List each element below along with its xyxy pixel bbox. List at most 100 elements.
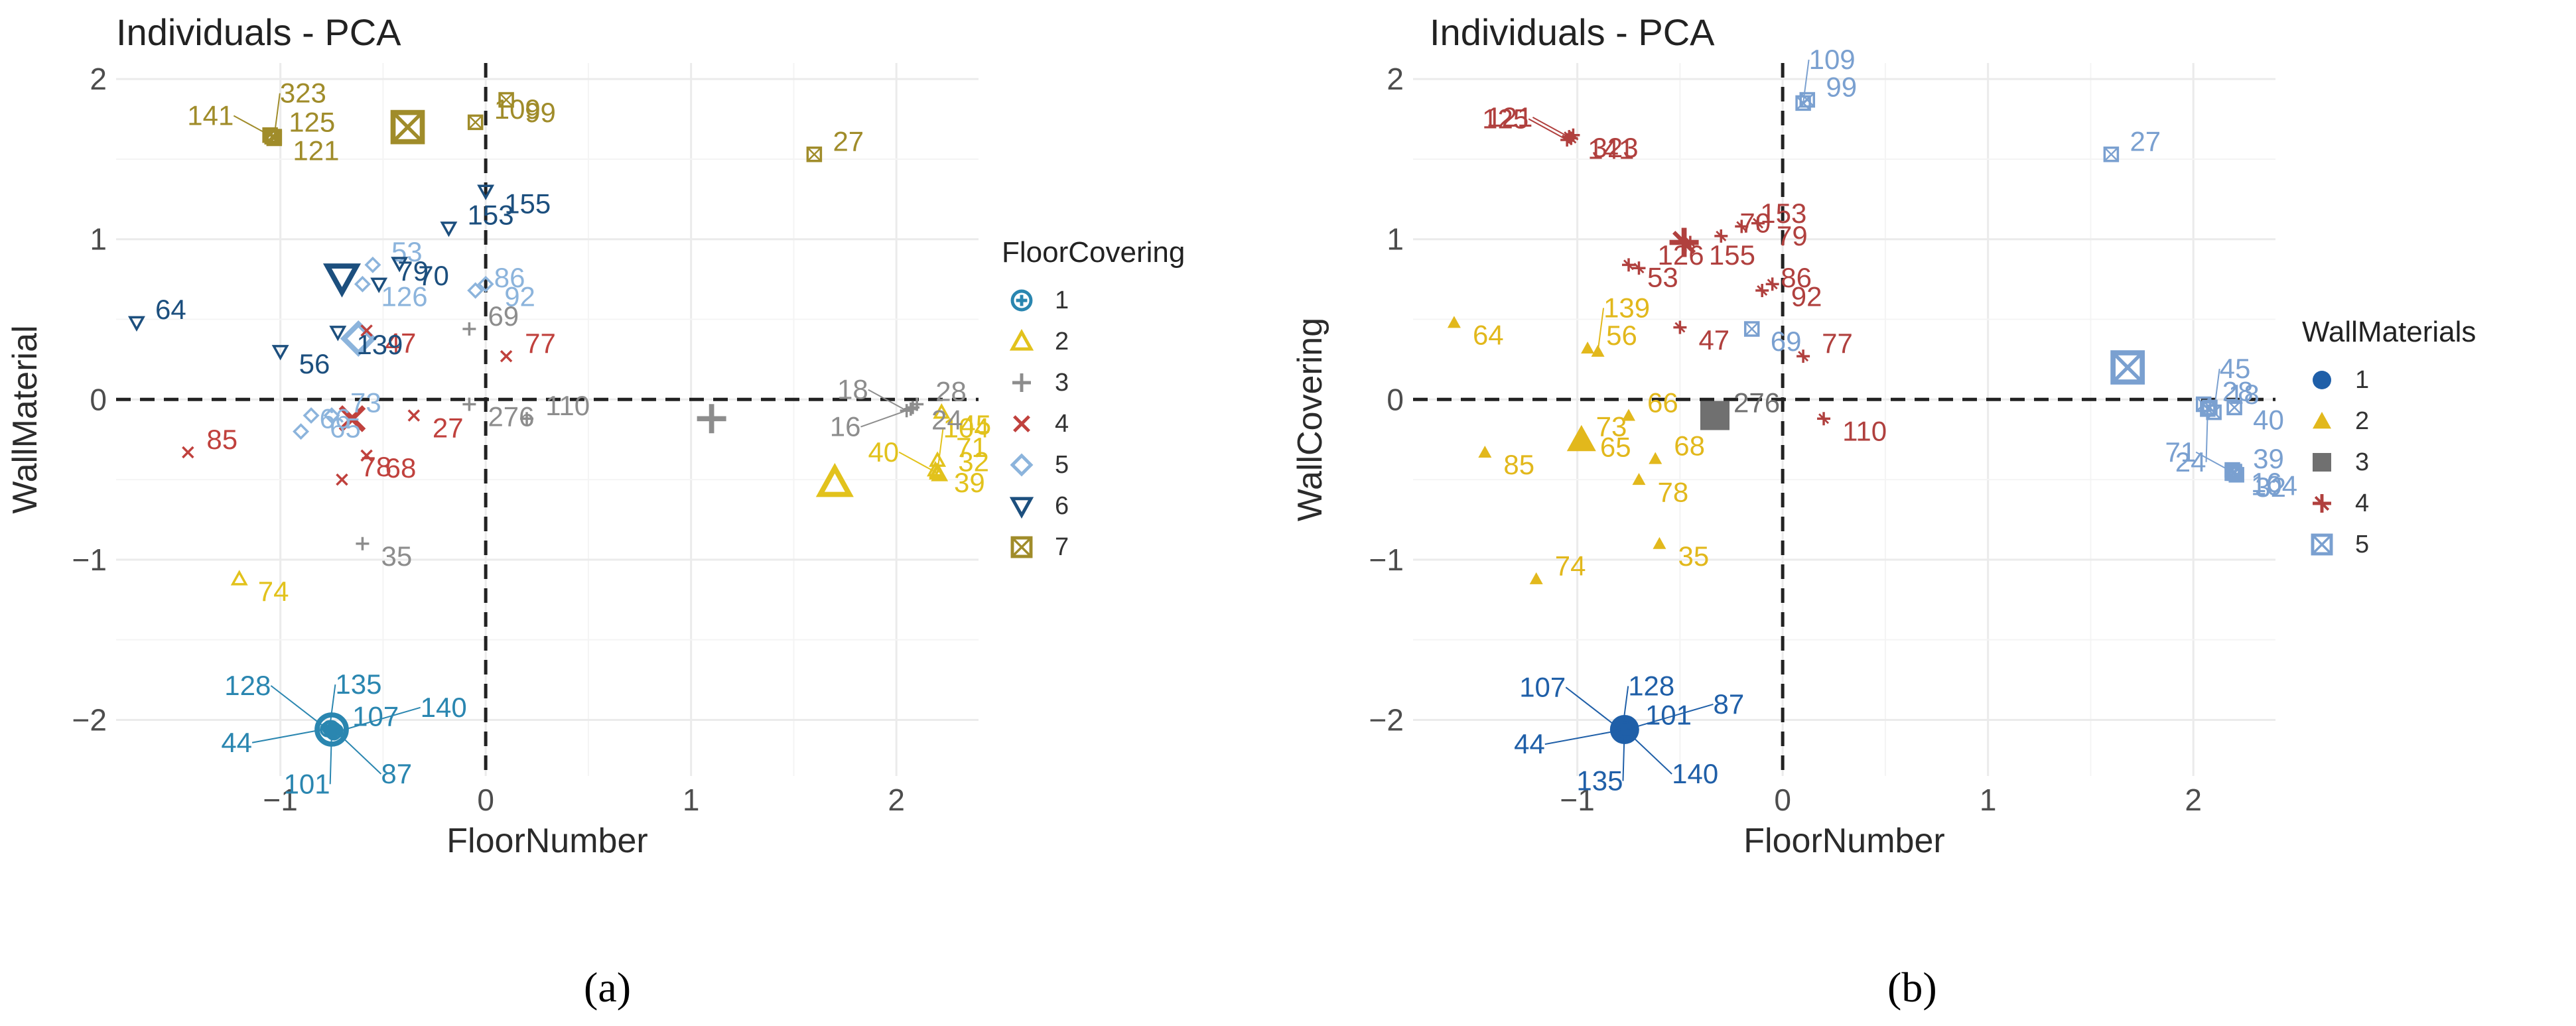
marker-shape [338,405,366,432]
data-point [1574,428,1588,440]
point-label: 85 [206,424,237,455]
marker-shape [467,114,484,131]
point-label: 28 [935,375,967,407]
marker-shape [1818,413,1830,424]
point-label: 44 [221,727,252,758]
legend-label: 4 [2355,489,2369,517]
point-label: 45 [960,409,991,440]
marker-shape [477,275,494,292]
marker-shape [1010,289,1033,312]
data-point [906,401,919,415]
data-point [929,464,947,480]
marker-shape [230,570,248,586]
marker-shape [390,109,425,145]
point-label: 92 [504,281,535,312]
data-point [271,345,289,361]
y-axis-title: WallMaterial [6,325,44,513]
point-label: 141 [187,99,234,131]
data-point [360,324,373,337]
point-label: 126 [1658,239,1704,271]
marker-shape [1622,409,1635,421]
legend-key [1010,289,1033,312]
marker-shape [1684,237,1696,248]
marker-shape [266,129,283,145]
y-tick-label: 1 [1387,222,1404,257]
marker-shape [360,449,373,462]
legend-label: 3 [2355,448,2369,476]
data-point [2224,465,2240,481]
marker-shape [2103,146,2120,162]
chart-title: Individuals - PCA [116,11,401,53]
point-label: 135 [1576,765,1623,796]
data-point [1714,229,1728,243]
legend-key [1010,536,1033,558]
marker-shape [807,147,822,162]
point-label: 24 [2175,446,2206,478]
marker-shape [2313,453,2331,472]
data-point [1529,572,1543,584]
legend-key [1009,328,1034,351]
centroid-marker [322,263,362,298]
point-label: 65 [1600,432,1631,463]
point-label: 65 [330,413,361,444]
point-label: 101 [284,768,330,799]
point-label: 73 [1596,411,1627,442]
point-label: 155 [1709,239,1755,271]
point-label: 40 [868,436,899,468]
point-label: 99 [1826,71,1857,102]
marker-shape [2112,352,2144,383]
x-tick-label: 2 [888,783,905,817]
label-leader [1528,118,1568,141]
centroids [1566,227,2145,744]
point-label: 85 [1503,449,1534,480]
marker-shape [806,146,823,162]
marker-shape [1010,453,1034,477]
point-label: 68 [385,452,417,483]
data-point [1743,321,1760,337]
point-label: 73 [350,387,381,418]
label-leader [1544,728,1625,745]
x-tick-label: 1 [683,783,700,817]
label-leader [1532,117,1572,139]
y-axis-title: WallCovering [1291,318,1329,521]
point-label: 71 [956,432,987,463]
point-label: 276 [1733,387,1780,418]
data-point [1735,220,1749,233]
data-point [2226,399,2242,416]
point-label: 47 [1698,324,1729,355]
point-label: 40 [2253,405,2284,436]
marker-shape [1010,536,1033,558]
marker-shape [2104,147,2119,162]
marker-shape [1478,446,1492,458]
y-tick-label: −2 [72,702,107,737]
point-label: 107 [1519,671,1566,702]
label-leader [1565,686,1623,732]
point-label: 92 [1791,281,1822,312]
marker-shape [127,316,145,332]
data-point [182,446,194,459]
data-point [462,322,476,336]
point-label: 104 [2251,470,2297,501]
point-label: 66 [320,403,351,434]
point-label: 99 [525,97,556,128]
y-tick-label: 0 [1387,382,1404,417]
point-label: 77 [1822,328,1853,359]
marker-shape [1649,452,1662,464]
marker-shape [329,326,347,342]
marker-shape [2224,465,2240,481]
marker-shape [303,407,320,424]
marker-shape [1743,321,1760,337]
label-leader [233,115,273,138]
point-label: 139 [1603,292,1650,323]
data-point [462,397,476,411]
legend-label: 2 [1055,328,1069,355]
data-point [1632,261,1646,275]
data-point [1447,316,1461,328]
point-label: 71 [2165,436,2196,468]
data-point [336,473,348,486]
point-label: 128 [224,670,271,701]
point-label: 64 [1473,320,1504,351]
point-label: 35 [1678,541,1709,572]
